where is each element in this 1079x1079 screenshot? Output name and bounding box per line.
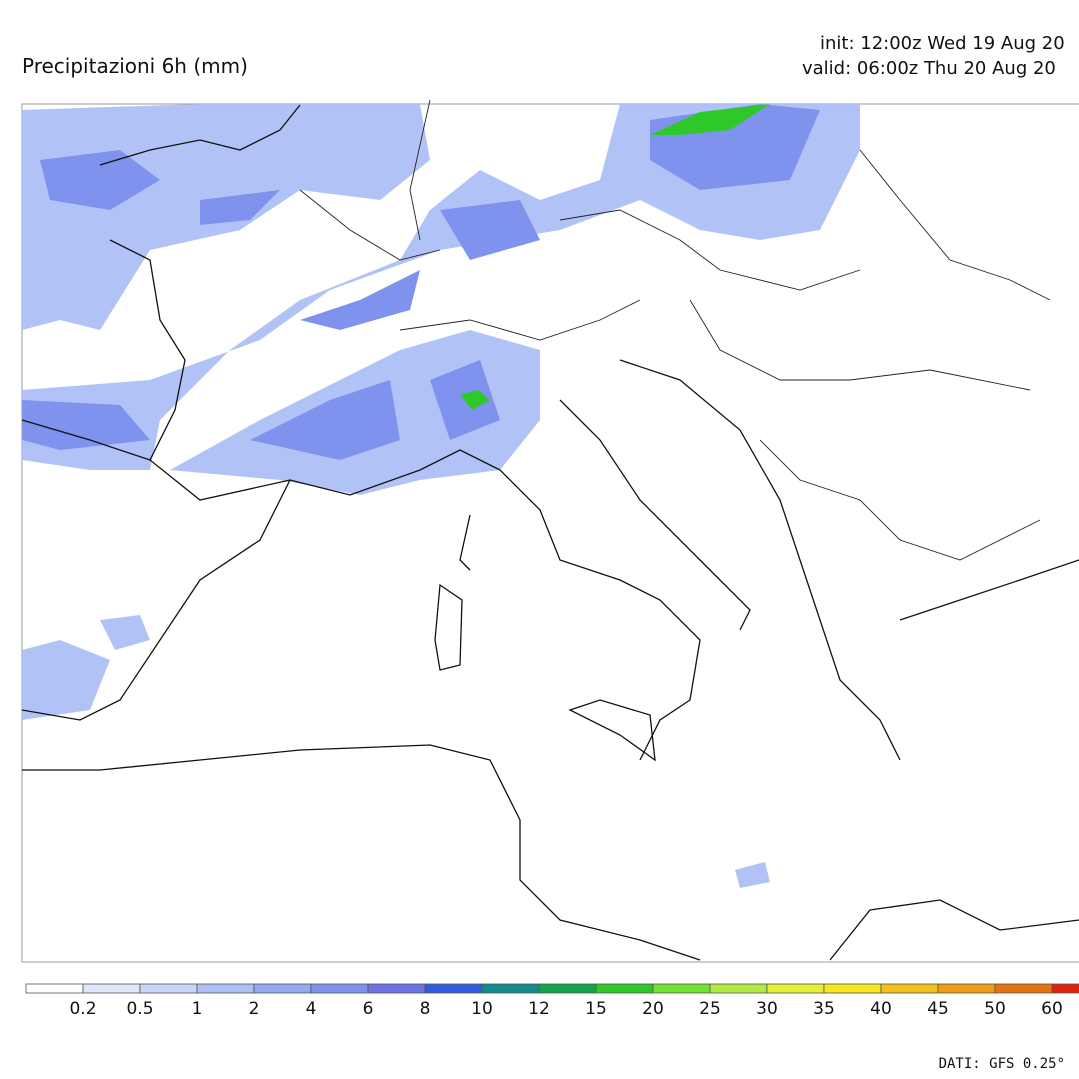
colorbar-label: 25 <box>699 999 721 1019</box>
colorbar-label: 10 <box>471 999 493 1019</box>
colorbar-label: 4 <box>306 999 317 1019</box>
colorbar-label: 40 <box>870 999 892 1019</box>
colorbar-swatch <box>766 983 825 994</box>
colorbar-label: 0.2 <box>69 999 96 1019</box>
colorbar-swatch <box>880 983 939 994</box>
colorbar-swatch <box>1051 983 1079 994</box>
colorbar-swatch <box>823 983 882 994</box>
colorbar-label: 35 <box>813 999 835 1019</box>
colorbar-label: 2 <box>249 999 260 1019</box>
colorbar-swatch <box>994 983 1053 994</box>
colorbar-swatch <box>709 983 768 994</box>
colorbar-swatch <box>367 983 426 994</box>
map-title: Precipitazioni 6h (mm) <box>22 54 248 78</box>
colorbar-label: 20 <box>642 999 664 1019</box>
colorbar-swatch <box>424 983 483 994</box>
colorbar-swatch <box>937 983 996 994</box>
colorbar-swatch <box>139 983 198 994</box>
colorbar-label: 45 <box>927 999 949 1019</box>
data-credit: DATI: GFS 0.25° <box>939 1056 1065 1072</box>
map <box>21 99 1079 963</box>
colorbar-swatch <box>310 983 369 994</box>
colorbar-swatch <box>25 983 84 994</box>
colorbar-label: 1 <box>192 999 203 1019</box>
colorbar-swatch <box>253 983 312 994</box>
colorbar-swatch <box>595 983 654 994</box>
colorbar-label: 6 <box>363 999 374 1019</box>
colorbar-swatch <box>82 983 141 994</box>
colorbar-label: 60 <box>1041 999 1063 1019</box>
colorbar-swatch <box>538 983 597 994</box>
colorbar-label: 12 <box>528 999 550 1019</box>
colorbar-swatch <box>196 983 255 994</box>
colorbar-swatch <box>481 983 540 994</box>
colorbar-swatch <box>652 983 711 994</box>
init-time: init: 12:00z Wed 19 Aug 20 <box>820 33 1065 54</box>
colorbar-label: 15 <box>585 999 607 1019</box>
colorbar-label: 0.5 <box>126 999 153 1019</box>
colorbar-label: 8 <box>420 999 431 1019</box>
colorbar-label: 50 <box>984 999 1006 1019</box>
valid-time: valid: 06:00z Thu 20 Aug 20 <box>802 58 1056 79</box>
colorbar: 0.2 0.5 1 2 4 6 8 10 12 15 20 25 30 35 40 45 50 60 <box>25 983 1079 1019</box>
colorbar-label: 30 <box>756 999 778 1019</box>
